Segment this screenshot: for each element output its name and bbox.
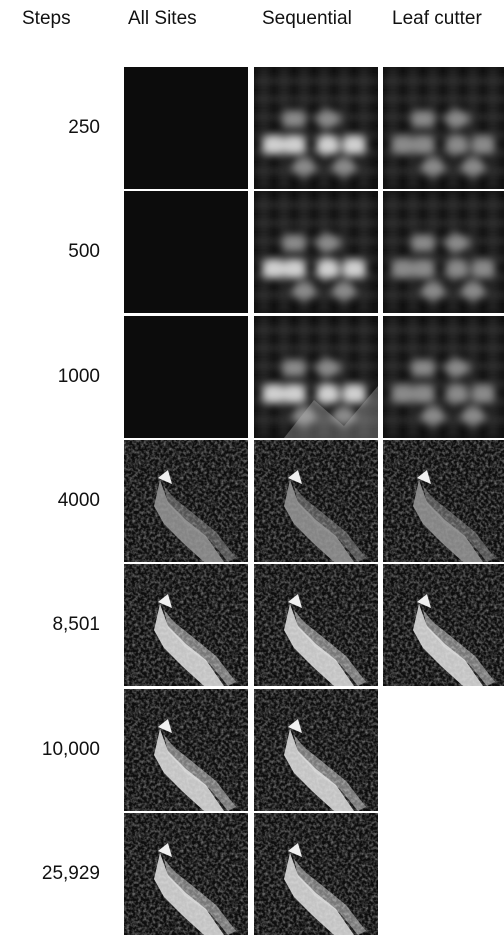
tile-sequential: [254, 191, 378, 314]
header-sequential: Sequential: [262, 8, 352, 29]
tile-all-sites: [124, 812, 248, 935]
row-label-steps: 8,501: [52, 614, 100, 636]
tile-sequential: [254, 67, 378, 189]
row-label-steps: 250: [68, 117, 100, 138]
row-label-steps: 25,929: [41, 862, 100, 884]
tile-leaf-cutter: [383, 564, 504, 687]
row-label-steps: 500: [68, 241, 100, 263]
tile-leaf-cutter: [383, 67, 504, 189]
tile-all-sites: [124, 67, 248, 189]
tile-sequential: [254, 439, 378, 562]
tile-all-sites: [124, 564, 248, 687]
row-label-steps: 10,000: [41, 738, 100, 760]
tile-sequential: [254, 812, 378, 935]
tile-leaf-cutter: [383, 439, 504, 562]
tile-all-sites: [124, 191, 248, 314]
row-label-steps: 1000: [57, 365, 100, 387]
tile-all-sites: [124, 315, 248, 438]
tile-leaf-cutter: [383, 191, 504, 314]
row-label-steps: 4000: [57, 489, 100, 511]
header-leaf-cutter: Leaf cutter: [392, 8, 482, 29]
header-all-sites: All Sites: [128, 8, 197, 29]
tile-sequential: [254, 315, 378, 438]
tile-sequential: [254, 564, 378, 687]
tile-all-sites: [124, 439, 248, 562]
tile-leaf-cutter: [383, 315, 504, 438]
tile-sequential: [254, 688, 378, 811]
header-steps: Steps: [22, 8, 71, 29]
tile-all-sites: [124, 688, 248, 811]
